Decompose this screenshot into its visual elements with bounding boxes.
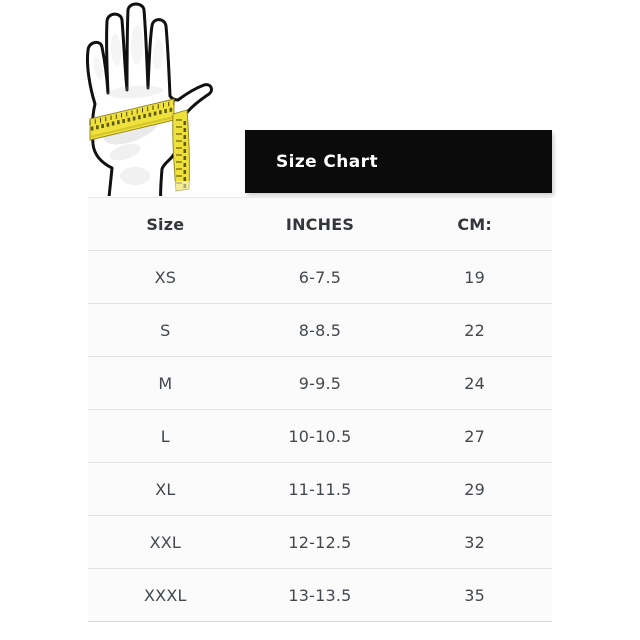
table-header-row: Size INCHES CM:: [88, 198, 552, 251]
table-cell: 9-9.5: [298, 373, 342, 393]
table-cell: 11-11.5: [288, 479, 352, 499]
table-row: XS 6-7.5 19: [88, 251, 552, 304]
table-cell: XXL: [149, 532, 182, 552]
tape-tail-ticks: [176, 119, 187, 188]
table-cell: S: [160, 320, 171, 340]
column-header-size: Size: [146, 214, 185, 234]
size-chart-banner: Size Chart: [245, 130, 552, 193]
hand-outline: [86, 2, 213, 196]
table-cell: 27: [464, 426, 486, 446]
size-table-body: XS 6-7.5 19 S 8-8.5 22 M 9-9.5 24 L 10-10.5 27 XL 11-…: [88, 251, 552, 622]
table-cell: 32: [464, 532, 486, 552]
table-row: XXXL 13-13.5 35: [88, 569, 552, 622]
table-cell: 29: [464, 479, 486, 499]
table-cell: XXXL: [144, 585, 187, 605]
table-cell: 13-13.5: [288, 585, 352, 605]
size-table: Size INCHES CM: XS 6-7.5 19 S 8-8.5 22 M 9-9.5 2…: [88, 197, 552, 622]
table-cell: L: [160, 426, 170, 446]
table-cell: 22: [464, 320, 486, 340]
table-row: XXL 12-12.5 32: [88, 516, 552, 569]
measuring-tape-band-shadow: [89, 116, 175, 138]
measuring-tape-band: [89, 98, 175, 141]
tape-band-ticks: [89, 100, 175, 131]
hand-measuring-tape-illustration: [86, 2, 213, 196]
column-header-cm: CM:: [457, 214, 492, 234]
table-cell: 6-7.5: [298, 267, 342, 287]
table-row: XL 11-11.5 29: [88, 463, 552, 516]
hand-shading: [93, 25, 192, 185]
table-cell: 19: [464, 267, 486, 287]
measuring-tape-tail: [172, 109, 190, 192]
table-cell: XL: [155, 479, 176, 499]
table-cell: M: [158, 373, 173, 393]
table-cell: 35: [464, 585, 486, 605]
banner-title: Size Chart: [276, 151, 378, 172]
table-cell: 8-8.5: [298, 320, 342, 340]
tape-tail-faded-tip: [175, 181, 190, 193]
table-cell: 24: [464, 373, 486, 393]
table-cell: 12-12.5: [288, 532, 352, 552]
table-cell: 10-10.5: [288, 426, 352, 446]
table-cell: XS: [154, 267, 177, 287]
table-row: L 10-10.5 27: [88, 410, 552, 463]
table-row: S 8-8.5 22: [88, 304, 552, 357]
table-row: M 9-9.5 24: [88, 357, 552, 410]
column-header-inches: INCHES: [285, 214, 355, 234]
